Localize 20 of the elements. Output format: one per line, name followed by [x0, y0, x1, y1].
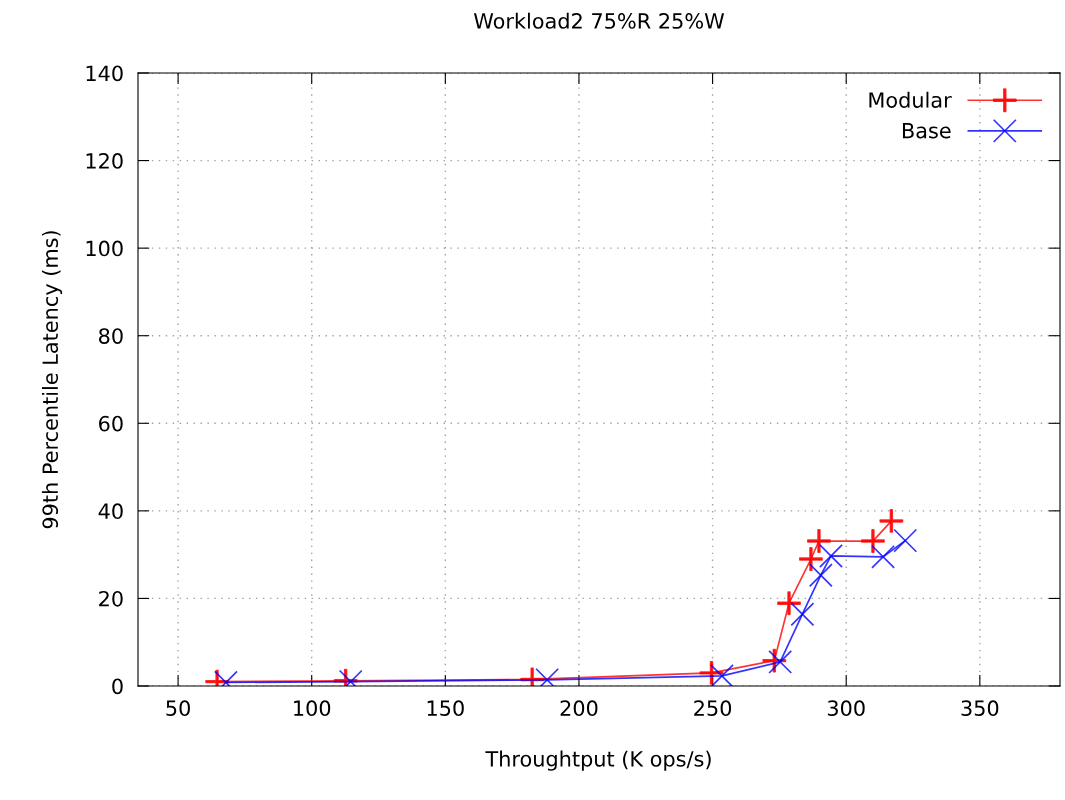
- x-tick-label: 100: [294, 700, 331, 717]
- x-tick-label: 300: [827, 700, 865, 717]
- x-axis-title: Throughtput (K ops/s): [485, 750, 711, 771]
- y-axis-title: 99th Percentile Latency (ms): [41, 231, 63, 529]
- chart-title: Workload2 75%R 25%W: [473, 12, 725, 29]
- y-tick-label: 0: [112, 678, 123, 695]
- x-tick-label: 250: [694, 700, 732, 717]
- x-tick-label: 200: [560, 700, 598, 717]
- legend-label: Modular: [869, 91, 952, 108]
- y-tick-label: 40: [98, 503, 123, 520]
- y-tick-label: 20: [99, 590, 123, 607]
- x-tick-label: 50: [166, 700, 190, 717]
- y-tick-label: 60: [99, 415, 123, 432]
- x-tick-label: 150: [427, 700, 464, 717]
- y-tick-label: 100: [86, 240, 123, 257]
- legend-label: Base: [902, 122, 951, 139]
- y-tick-label: 140: [86, 65, 123, 82]
- y-tick-label: 80: [99, 328, 123, 344]
- y-tick-label: 120: [86, 153, 123, 169]
- x-tick-label: 350: [961, 700, 999, 717]
